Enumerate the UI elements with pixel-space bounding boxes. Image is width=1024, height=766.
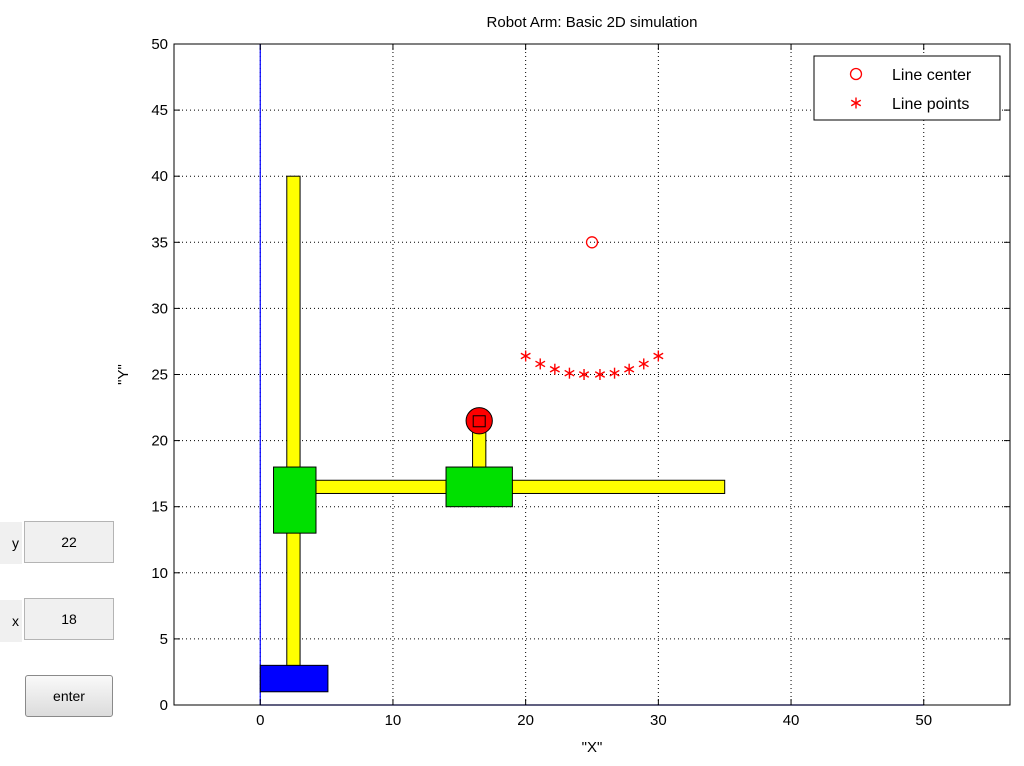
line-point-marker	[564, 367, 575, 379]
end-effector	[465, 407, 493, 435]
line-point-marker	[535, 358, 546, 370]
x-tick-label: 10	[385, 712, 402, 729]
y-tick-label: 30	[151, 300, 168, 317]
line-point-marker-stroke	[520, 352, 531, 360]
line-point-marker	[578, 369, 590, 380]
line-point-marker-stroke	[653, 352, 664, 360]
zero-lines	[259, 44, 924, 706]
y-axis-label: "Y"	[115, 364, 132, 385]
y-tick-label: 5	[160, 631, 168, 648]
legend: Line center Line points	[813, 55, 1001, 121]
line-point-marker	[520, 350, 531, 362]
line-point-marker-stroke	[624, 365, 635, 373]
line-point-marker-stroke	[638, 360, 649, 368]
line-center-marker	[585, 236, 599, 249]
legend-marker-circle	[849, 67, 863, 81]
y-tick-label: 10	[151, 565, 168, 582]
base	[259, 664, 329, 693]
line-point-marker-stroke	[549, 365, 560, 373]
y-tick-label: 20	[151, 433, 168, 450]
horizontal-arm	[315, 479, 726, 494]
legend-label: Line center	[892, 67, 972, 84]
line-point-marker	[594, 369, 606, 380]
legend-box	[813, 55, 1001, 121]
y-tick-label: 35	[151, 234, 168, 251]
axis-ticks: 0 10 20 30 40 50 0 5 10 15 20 25 30 35 40 45 50	[151, 36, 1010, 729]
series-markers	[520, 236, 664, 380]
line-point-marker-stroke	[564, 369, 575, 377]
joint-shoulder	[273, 466, 317, 534]
line-point-marker	[653, 350, 664, 362]
robot-arm	[259, 175, 726, 693]
line-point-marker-stroke	[609, 369, 620, 377]
x-tick-label: 30	[650, 712, 667, 729]
x-tick-label: 20	[517, 712, 534, 729]
y-tick-label: 15	[151, 499, 168, 516]
legend-label: Line points	[892, 96, 969, 113]
x-label: x	[0, 600, 22, 642]
y-tick-label: 25	[151, 367, 168, 384]
line-point-marker	[624, 363, 635, 375]
y-tick-label: 45	[151, 102, 168, 119]
x-tick-label: 0	[256, 712, 264, 729]
enter-button[interactable]: enter	[25, 675, 113, 717]
chart-title: Robot Arm: Basic 2D simulation	[487, 14, 698, 31]
line-point-marker-stroke	[535, 360, 546, 368]
legend-marker-asterisk	[850, 97, 862, 109]
legend-marker-asterisk-stroke	[850, 99, 862, 107]
line-point-marker	[549, 363, 560, 375]
line-point-marker	[609, 367, 620, 379]
x-tick-label: 40	[783, 712, 800, 729]
y-tick-label: 40	[151, 168, 168, 185]
line-point-marker-stroke	[594, 371, 606, 378]
x-input[interactable]	[24, 598, 114, 640]
line-point-marker	[638, 358, 649, 370]
y-tick-label: 0	[160, 697, 168, 714]
line-point-marker-stroke	[578, 371, 590, 378]
x-axis-label: "X"	[582, 739, 603, 756]
y-label: y	[0, 522, 22, 564]
vertical-arm	[286, 175, 301, 666]
y-tick-label: 50	[151, 36, 168, 53]
x-tick-label: 50	[915, 712, 932, 729]
end-effector-outline	[472, 415, 486, 428]
y-input[interactable]	[24, 521, 114, 563]
joint-elbow	[445, 466, 513, 508]
